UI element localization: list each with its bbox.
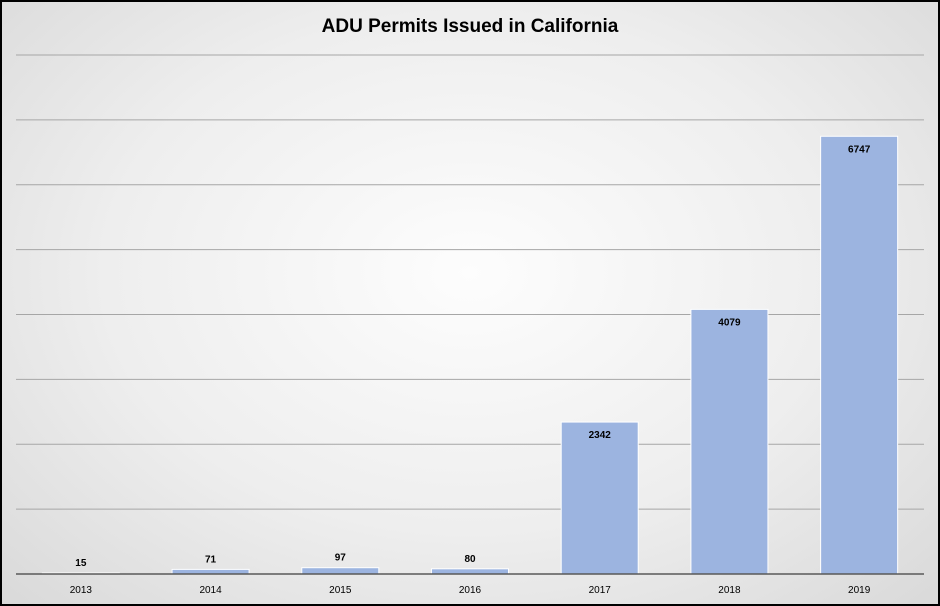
x-tick-2015: 2015 bbox=[329, 585, 352, 596]
x-tick-2014: 2014 bbox=[199, 585, 222, 596]
data-label-2018: 4079 bbox=[718, 317, 741, 328]
x-tick-2016: 2016 bbox=[459, 585, 482, 596]
bars bbox=[41, 135, 899, 575]
bar-2017 bbox=[560, 421, 639, 575]
data-labels: 15 71 97 80 2342 4079 6747 bbox=[75, 144, 870, 569]
gridlines bbox=[16, 54, 924, 510]
x-tick-2017: 2017 bbox=[589, 585, 612, 596]
data-label-2016: 80 bbox=[464, 554, 476, 565]
bar-2018 bbox=[690, 308, 769, 575]
bar-2015 bbox=[301, 567, 380, 575]
x-tick-labels: 2013 2014 2015 2016 2017 2018 2019 bbox=[70, 585, 871, 596]
x-tick-2019: 2019 bbox=[848, 585, 871, 596]
x-tick-2013: 2013 bbox=[70, 585, 93, 596]
data-label-2013: 15 bbox=[75, 558, 87, 569]
data-label-2014: 71 bbox=[205, 554, 217, 565]
data-label-2015: 97 bbox=[335, 553, 347, 564]
data-label-2017: 2342 bbox=[589, 430, 612, 441]
x-tick-2018: 2018 bbox=[718, 585, 741, 596]
data-label-2019: 6747 bbox=[848, 144, 871, 155]
bar-2016 bbox=[431, 568, 509, 575]
chart-title: ADU Permits Issued in California bbox=[321, 16, 619, 37]
bar-2019 bbox=[820, 135, 899, 575]
